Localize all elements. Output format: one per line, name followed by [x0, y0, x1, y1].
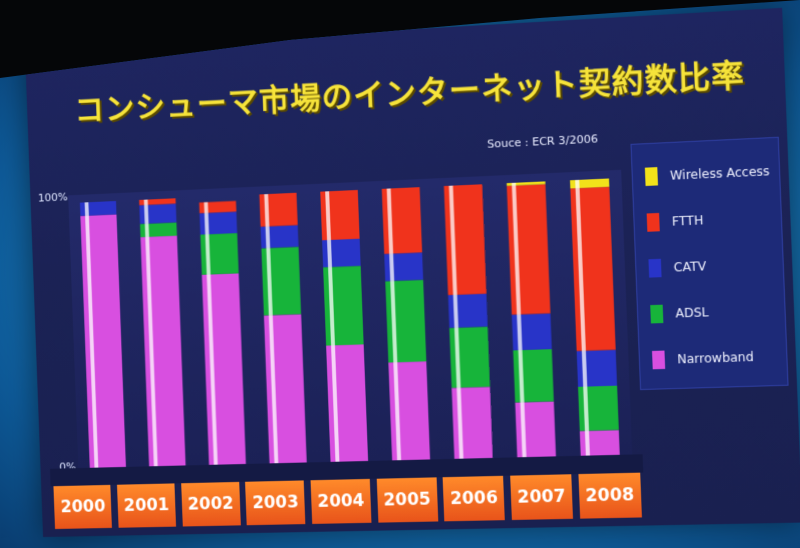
legend-swatch: [645, 167, 658, 186]
source-note: Souce : ECR 3/2006: [487, 132, 598, 151]
x-tick-label: 2007: [517, 487, 566, 508]
x-tick-label: 2004: [317, 491, 364, 512]
x-tick-label: 2006: [450, 488, 498, 509]
legend-item-narrowband: Narrowband: [652, 347, 754, 371]
legend-swatch: [652, 351, 665, 370]
x-tick-label: 2002: [187, 494, 234, 515]
slide-title: コンシューマ市場のインターネット契約数比率: [74, 49, 754, 130]
legend-label: FTTH: [672, 213, 704, 229]
x-tick-2001: 2001: [117, 483, 176, 527]
x-tick-label: 2001: [123, 495, 169, 516]
x-tick-2003: 2003: [245, 480, 305, 525]
legend-item-wireless-access: Wireless Access: [645, 161, 770, 187]
x-tick-2006: 2006: [443, 476, 505, 522]
y-tick-100: 100%: [38, 191, 68, 205]
x-tick-label: 2005: [383, 490, 431, 511]
x-tick-label: 2003: [252, 492, 299, 513]
legend-item-ftth: FTTH: [647, 210, 704, 233]
slide: コンシューマ市場のインターネット契約数比率 Souce : ECR 3/2006…: [25, 8, 800, 537]
x-tick-2005: 2005: [376, 477, 438, 522]
legend-swatch: [650, 305, 663, 324]
legend-label: Narrowband: [677, 350, 754, 367]
legend-label: Wireless Access: [670, 164, 770, 183]
plot-area: [68, 170, 632, 468]
legend-item-adsl: ADSL: [650, 302, 709, 324]
x-tick-2004: 2004: [311, 479, 372, 524]
legend-label: ADSL: [675, 305, 709, 320]
x-tick-2008: 2008: [578, 473, 641, 519]
legend-swatch: [648, 259, 661, 278]
x-tick-2000: 2000: [54, 485, 112, 529]
legend-item-catv: CATV: [648, 256, 706, 279]
x-tick-2007: 2007: [510, 474, 573, 520]
legend: Wireless Access FTTH CATV ADSL Narrowband: [630, 137, 788, 390]
legend-label: CATV: [673, 259, 706, 275]
legend-swatch: [647, 213, 660, 232]
stacked-bar-chart: [68, 170, 632, 468]
x-tick-label: 2008: [585, 485, 635, 506]
x-tick-label: 2000: [60, 497, 106, 517]
x-tick-2002: 2002: [181, 482, 241, 527]
